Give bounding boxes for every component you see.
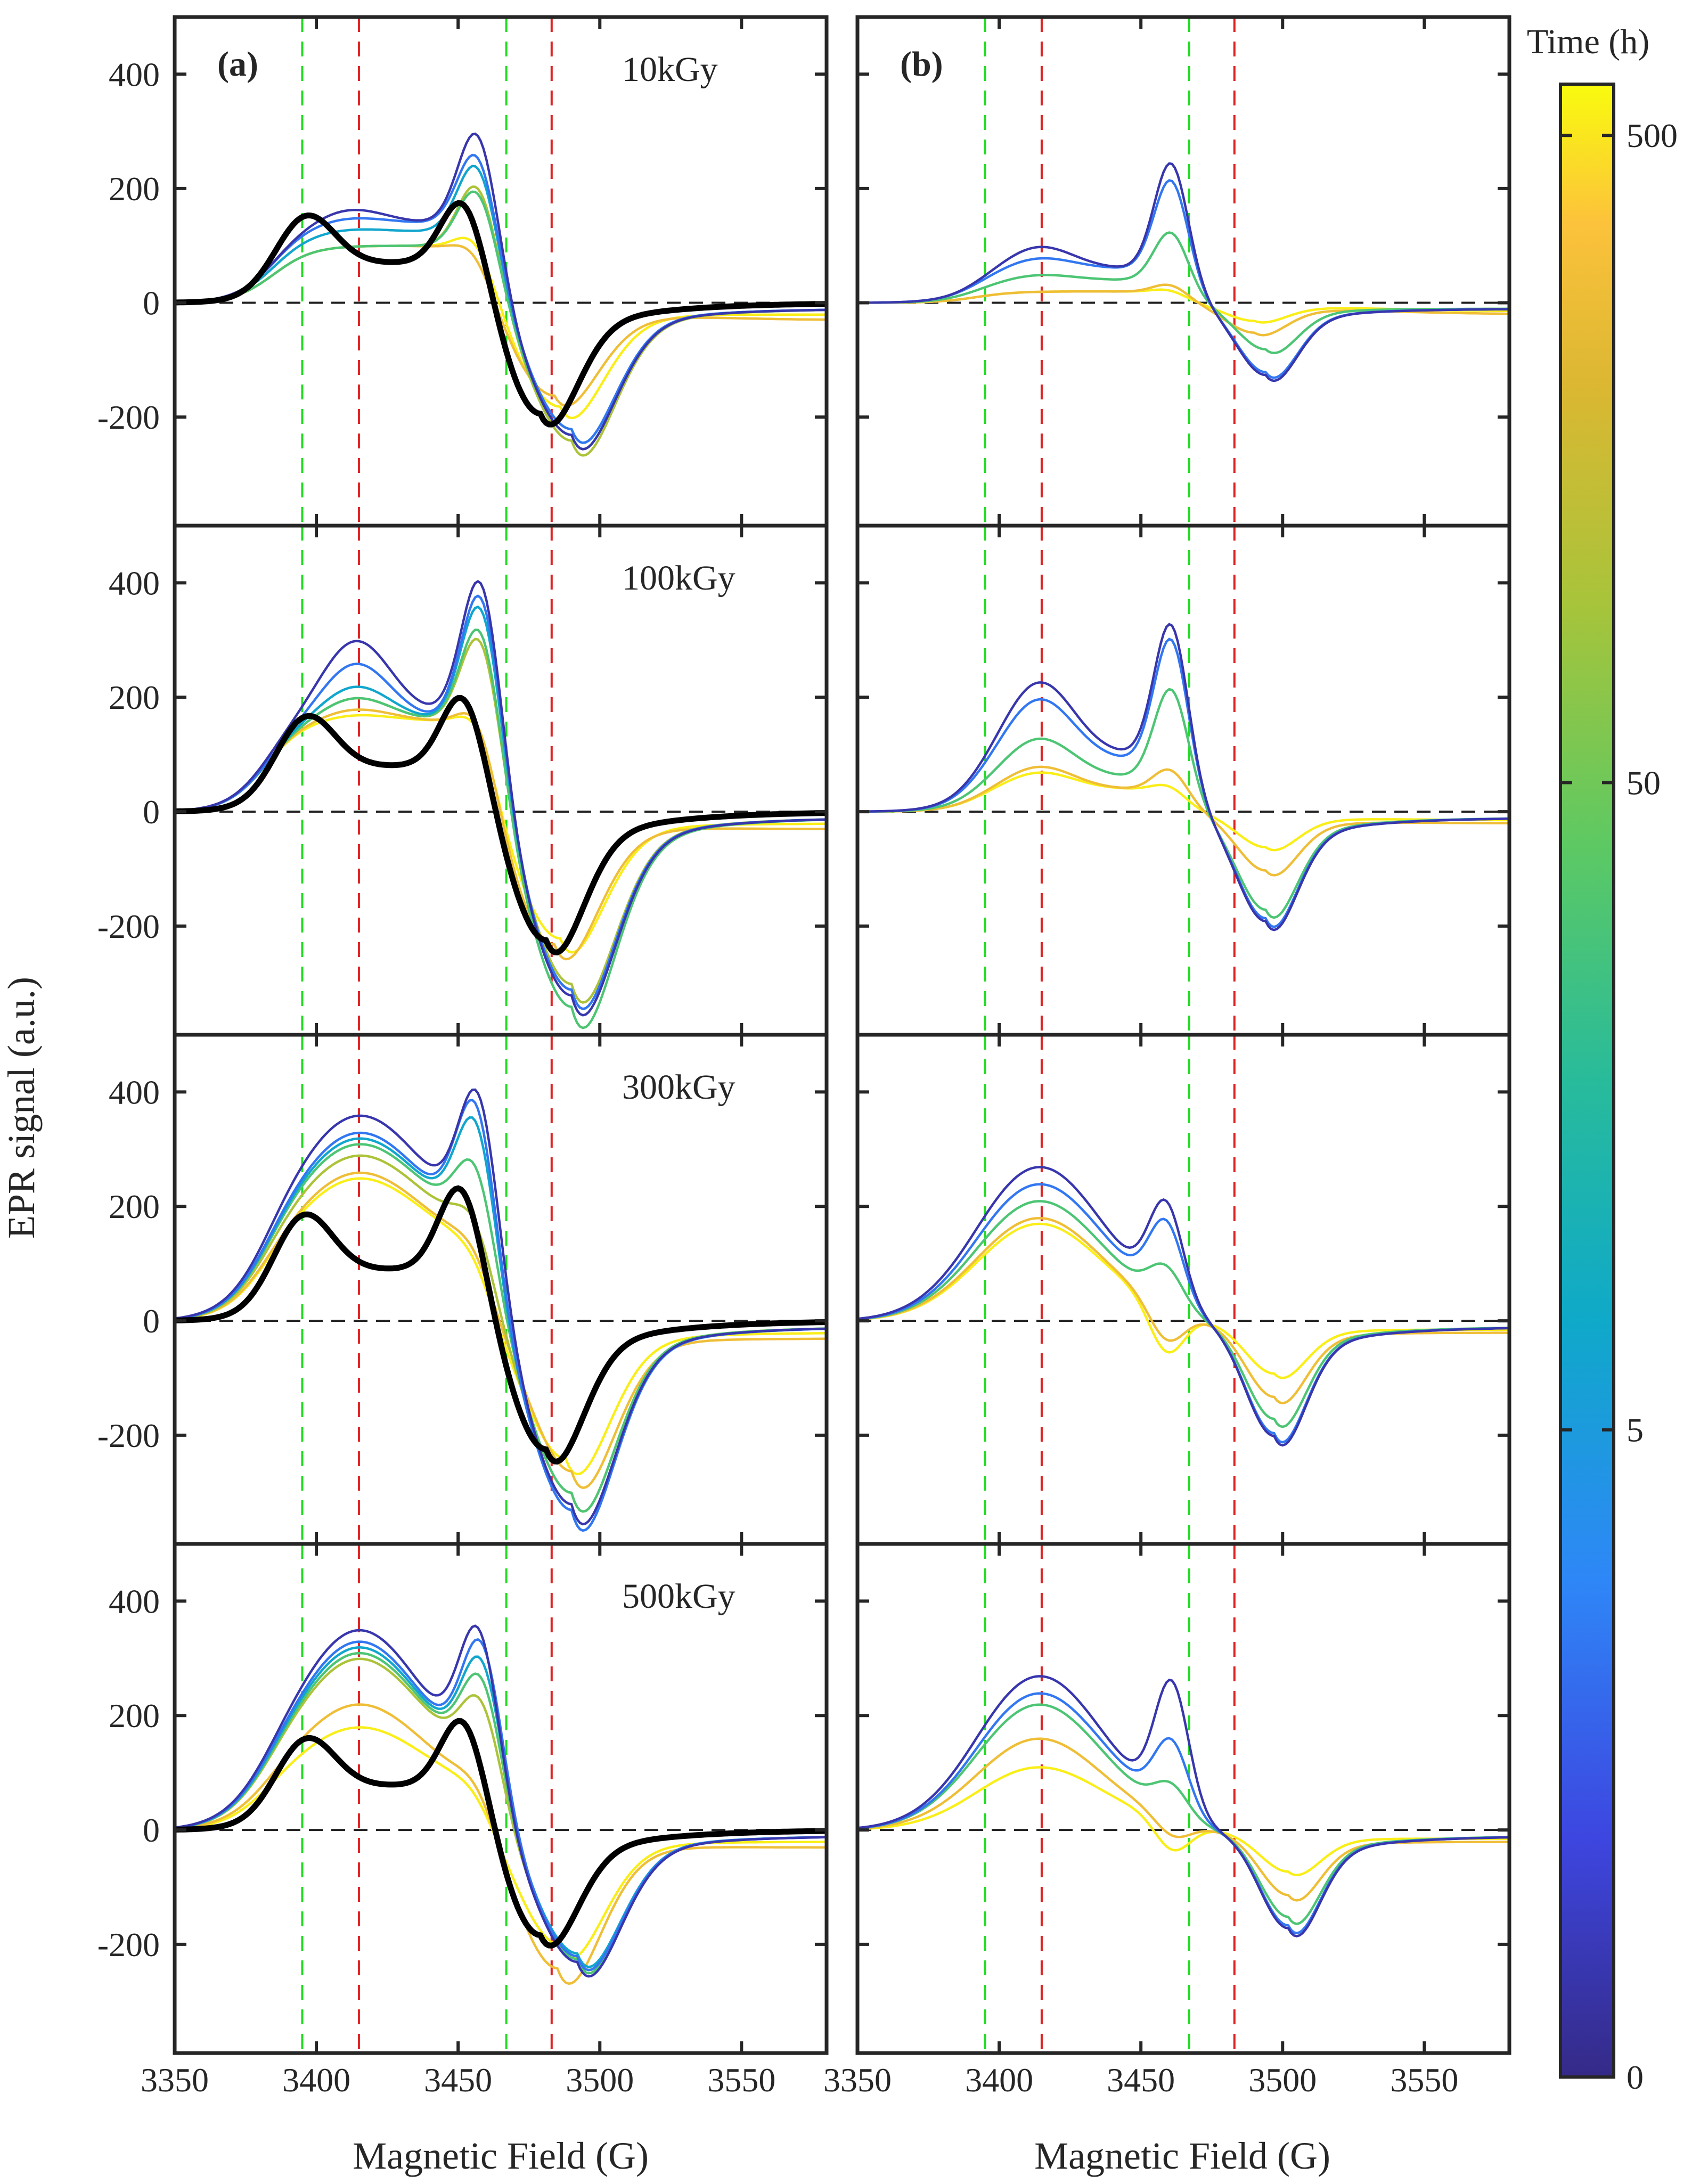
y-tick-label: 400 <box>109 55 160 93</box>
panel-frame <box>855 524 1511 1037</box>
colorbar-tick-label: 50 <box>1627 764 1661 802</box>
series-reference-black <box>175 200 827 428</box>
series-t-200h <box>857 1216 1509 1405</box>
y-tick-label: 400 <box>109 1582 160 1620</box>
panel-b-100kGy <box>855 524 1511 1037</box>
series-t-20h <box>857 231 1509 355</box>
x-tick-label: 3550 <box>1390 2061 1458 2099</box>
panel-frame <box>855 15 1511 528</box>
series-t-500h <box>857 1766 1509 1877</box>
series-t-20h <box>857 688 1509 919</box>
y-tick-label: 0 <box>143 1302 160 1340</box>
series-t-0.7h <box>857 623 1509 931</box>
panel-frame <box>855 1542 1511 2055</box>
series-t-20h <box>857 1703 1509 1925</box>
x-tick-label: 3400 <box>965 2061 1033 2099</box>
dose-label: 10kGy <box>622 50 718 89</box>
series-t-20h <box>175 1651 827 1975</box>
y-tick-label: 400 <box>109 564 160 602</box>
series-t-2h <box>175 153 827 444</box>
colorbar-ticks: 0 5 50 500 <box>1560 117 1678 2096</box>
x-tick-label: 3450 <box>1107 2061 1175 2099</box>
series-t-2h <box>175 594 827 1010</box>
y-tick-label: 0 <box>143 1811 160 1849</box>
y-tick-label: 200 <box>109 1188 160 1225</box>
series-reference-black <box>175 1718 827 1949</box>
series-t-2h <box>857 1692 1509 1935</box>
series-t-2h <box>857 179 1509 379</box>
x-axis-label-left: Magnetic Field (G) <box>353 2135 649 2177</box>
series-t-20h <box>857 1200 1509 1428</box>
x-tick-label: 3500 <box>1248 2061 1317 2099</box>
x-tick-label: 3450 <box>424 2061 492 2099</box>
x-tick-label: 3500 <box>566 2061 634 2099</box>
series-t-0.7h <box>857 162 1509 382</box>
time-colorbar: Time (h) 0 5 50 500 <box>1527 22 1678 2096</box>
x-tick-label: 3400 <box>282 2061 350 2099</box>
x-tick-label: 3550 <box>707 2061 775 2099</box>
colorbar-tick-label: 0 <box>1627 2058 1644 2096</box>
dose-label: 500kGy <box>622 1577 735 1616</box>
panel-b-10kGy: (b) <box>855 15 1511 528</box>
y-tick-label: -200 <box>97 1417 160 1454</box>
panel-a-100kGy: -200 0 200 400 100kGy <box>97 524 829 1037</box>
y-tick-label: 200 <box>109 1697 160 1735</box>
series-t-0.7h <box>857 1675 1509 1937</box>
series-t-0.7h <box>175 579 827 1017</box>
x-axis-label-right: Magnetic Field (G) <box>1034 2135 1330 2177</box>
y-tick-label: -200 <box>97 1926 160 1964</box>
y-tick-label: 200 <box>109 170 160 208</box>
dose-label: 300kGy <box>622 1068 735 1107</box>
series-t-5h <box>175 1646 827 1968</box>
panel-b-500kGy: 3350 3400 3450 3500 3550 <box>823 1542 1511 2099</box>
series-reference-black <box>175 694 827 955</box>
colorbar-tick-label: 500 <box>1627 117 1678 154</box>
series-t-2h <box>175 1638 827 1972</box>
y-tick-label: 0 <box>143 284 160 322</box>
y-tick-label: 400 <box>109 1073 160 1111</box>
series-t-60h <box>175 1657 827 1972</box>
panel-a-10kGy: -200 0 200 400 (a) 10kGy <box>97 15 829 528</box>
y-axis-label: EPR signal (a.u.) <box>0 977 43 1239</box>
colorbar-gradient <box>1559 83 1615 2079</box>
figure-labels: Magnetic Field (G) Magnetic Field (G) EP… <box>0 977 1330 2177</box>
colorbar-title: Time (h) <box>1527 22 1649 61</box>
series-t-0.7h <box>857 1166 1509 1447</box>
panel-frame <box>173 1542 829 2055</box>
panel-letter-b: (b) <box>900 45 943 84</box>
panel-letter-a: (a) <box>217 45 258 84</box>
panel-a-500kGy: 3350 3400 3450 3500 3550 -200 0 200 400 500kGy <box>97 1542 829 2099</box>
panel-frame <box>173 524 829 1037</box>
x-tick-label: 3350 <box>141 2061 209 2099</box>
y-tick-label: 200 <box>109 678 160 716</box>
panel-a-300kGy: -200 0 200 400 300kGy <box>97 1033 829 1546</box>
series-t-0.7h <box>175 1624 827 1978</box>
x-tick-label: 3350 <box>823 2061 892 2099</box>
series-t-2h <box>857 1183 1509 1444</box>
series-t-500h <box>857 1222 1509 1379</box>
panel-b-300kGy <box>855 1033 1511 1546</box>
series-reference-black <box>175 1185 827 1465</box>
y-tick-label: -200 <box>97 398 160 436</box>
series-t-0.7h <box>175 132 827 451</box>
series-t-0.7h <box>175 1088 827 1526</box>
y-tick-label: 0 <box>143 793 160 831</box>
y-tick-label: -200 <box>97 907 160 945</box>
colorbar-tick-label: 5 <box>1627 1411 1644 1449</box>
dose-label: 100kGy <box>622 559 735 598</box>
